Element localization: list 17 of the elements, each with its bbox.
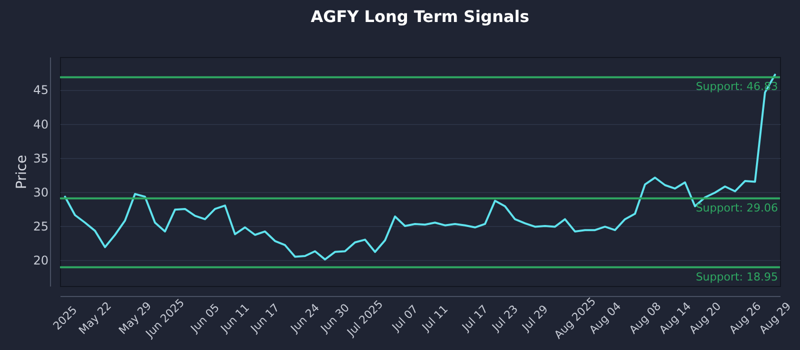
y-tick-label: 30 <box>33 185 48 200</box>
x-tick-label: Jul 29 <box>518 302 551 334</box>
ref-line-label: Support: 18.95 <box>696 270 778 284</box>
y-tick-label: 35 <box>33 151 48 166</box>
x-tick-label: Jun 17 <box>248 301 282 336</box>
chart-title: AGFY Long Term Signals <box>310 7 530 26</box>
y-tick-label: 40 <box>33 117 48 132</box>
line-series <box>64 74 776 260</box>
x-tick-label: Jul 07 <box>388 302 421 334</box>
x-tick-label: Jul 11 <box>418 302 451 334</box>
y-tick-label: 45 <box>33 83 48 98</box>
x-tick-label: Jul 17 <box>458 302 491 334</box>
y-tick-label: 25 <box>33 220 48 234</box>
x-tick-label: Jul 23 <box>488 302 521 334</box>
y-tick-label: 20 <box>33 254 48 268</box>
ref-line-label: Support: 29.06 <box>696 201 778 214</box>
y-axis-title: Price <box>14 154 30 190</box>
